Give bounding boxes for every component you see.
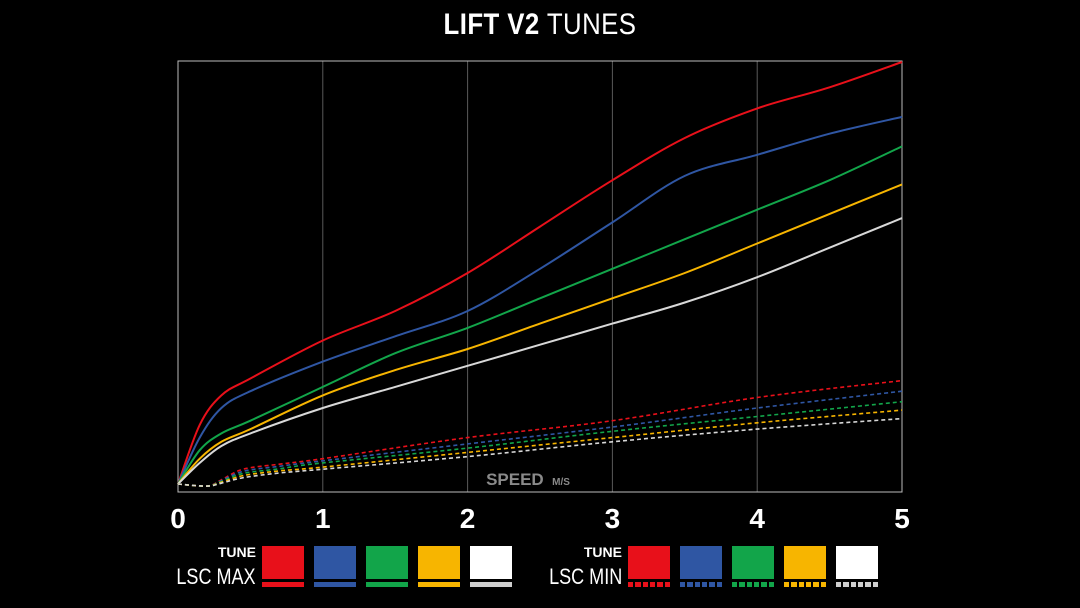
legend-min-line-sample (628, 582, 670, 587)
series-line-lsc-max-blue (177, 115, 903, 485)
x-tick-label-2: 2 (460, 503, 476, 534)
legend-min-line-sample (680, 582, 722, 587)
legend-lsc-max: TUNE LSC MAX (160, 542, 520, 592)
legend-max-swatch-white (470, 546, 512, 590)
legend-max-line-sample (262, 582, 304, 587)
legend-min-swatch-box (732, 546, 774, 579)
legend-min-swatch-box (836, 546, 878, 579)
x-axis-label-unit: M/S (552, 477, 570, 488)
series-line-lsc-max-yellow (177, 183, 903, 485)
legend-min-swatch-green (732, 546, 774, 590)
series-line-lsc-max-white (177, 217, 903, 485)
legend-min-swatch-blue (680, 546, 722, 590)
legend-min-line-sample (784, 582, 826, 587)
legend-min-swatch-box (628, 546, 670, 579)
legend-max-swatch-box (418, 546, 460, 579)
legend-max-swatch-box (366, 546, 408, 579)
legend-min-line-sample (836, 582, 878, 587)
legend-min-name: LSC MIN (548, 564, 622, 589)
series-lines (177, 61, 903, 488)
legend-max-line-sample (418, 582, 460, 587)
x-tick-label-0: 0 (170, 503, 186, 534)
x-tick-labels: 0 1 2 3 4 5 (170, 503, 910, 534)
legend-max-swatch-box (262, 546, 304, 579)
legend-max-swatch-yellow (418, 546, 460, 590)
legend-max-name: LSC MAX (176, 564, 256, 589)
chart-title-bold: LIFT V2 (443, 8, 540, 41)
legend-max-line-sample (470, 582, 512, 587)
legend-min-line-sample (732, 582, 774, 587)
legend-max-swatch-box (470, 546, 512, 579)
x-tick-label-4: 4 (749, 503, 765, 534)
legend-lsc-min: TUNE LSC MIN (526, 542, 906, 592)
legend-max-line-sample (314, 582, 356, 587)
legend-min-swatch-yellow (784, 546, 826, 590)
legend-max-swatch-red (262, 546, 304, 590)
x-axis-label: SPEED M/S (486, 470, 570, 489)
lift-tunes-chart: SPEED M/S 0 1 2 3 4 5 (170, 60, 910, 534)
legend-max-swatch-box (314, 546, 356, 579)
x-tick-label-3: 3 (605, 503, 621, 534)
series-line-lsc-max-green (177, 145, 903, 485)
x-tick-label-1: 1 (315, 503, 331, 534)
chart-title: LIFT V2 TUNES (76, 8, 1005, 42)
legend-min-swatch-white (836, 546, 878, 590)
legend-min-swatch-box (680, 546, 722, 579)
plot-area-frame (177, 60, 903, 493)
x-axis-label-text: SPEED (486, 470, 544, 489)
legend-min-swatch-box (784, 546, 826, 579)
legend-max-tune-label: TUNE (217, 544, 256, 560)
legend-max-line-sample (366, 582, 408, 587)
legend-min-tune-label: TUNE (583, 544, 622, 560)
legend-max-swatch-green (366, 546, 408, 590)
legend-min-swatch-red (628, 546, 670, 590)
x-tick-label-5: 5 (894, 503, 910, 534)
chart-title-light: TUNES (546, 8, 637, 41)
series-line-lsc-max-red (177, 61, 903, 485)
series-line-lsc-min-white (177, 417, 903, 487)
legend-max-swatch-blue (314, 546, 356, 590)
grid-lines (322, 61, 758, 492)
